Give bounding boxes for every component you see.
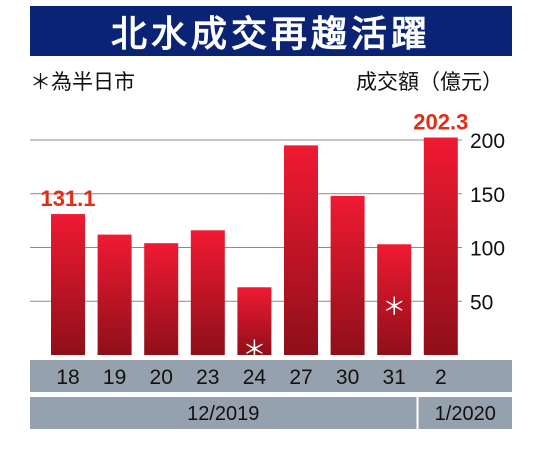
bar <box>51 214 85 355</box>
title-banner: 北水成交再趨活躍 <box>30 6 512 56</box>
half-day-note: ＊為半日市 <box>30 70 135 94</box>
unit-label: 成交額（億元） <box>356 70 503 94</box>
bar <box>144 243 179 355</box>
period-label: 1/2020 <box>435 403 496 425</box>
bar <box>377 244 412 355</box>
bar <box>423 137 458 355</box>
category-label: 24 <box>243 366 267 389</box>
period-label: 12/2019 <box>187 403 259 425</box>
bars <box>51 137 458 355</box>
bar <box>284 145 318 355</box>
category-label: 31 <box>383 366 406 389</box>
period-strip <box>30 397 417 429</box>
category-label: 18 <box>56 366 79 389</box>
chart-title: 北水成交再趨活躍 <box>110 14 431 55</box>
y-tick-label: 200 <box>470 130 505 153</box>
category-label: 20 <box>150 366 173 389</box>
data-label: 131.1 <box>40 186 95 211</box>
half-day-marker: ＊ <box>242 335 266 363</box>
labels: 50 100 150 200 12/2019 1/2020 18 19 20 23 24 ＊ 27 30 3… <box>40 110 505 425</box>
category-label: 27 <box>289 366 312 389</box>
bar <box>97 234 132 355</box>
category-label: 2 <box>435 366 447 389</box>
y-tick-label: 100 <box>470 238 505 261</box>
bar <box>330 195 365 355</box>
axis-strips <box>30 360 512 429</box>
data-label: 202.3 <box>413 110 468 135</box>
half-day-marker: ＊ <box>382 292 406 320</box>
category-label: 19 <box>103 366 126 389</box>
category-strip <box>30 360 512 392</box>
bar <box>237 287 272 355</box>
category-label: 30 <box>336 366 359 389</box>
category-label: 23 <box>196 366 219 389</box>
y-tick-label: 150 <box>470 184 505 207</box>
period-strip <box>418 397 512 429</box>
y-tick-label: 50 <box>470 291 493 314</box>
bar <box>190 230 225 355</box>
